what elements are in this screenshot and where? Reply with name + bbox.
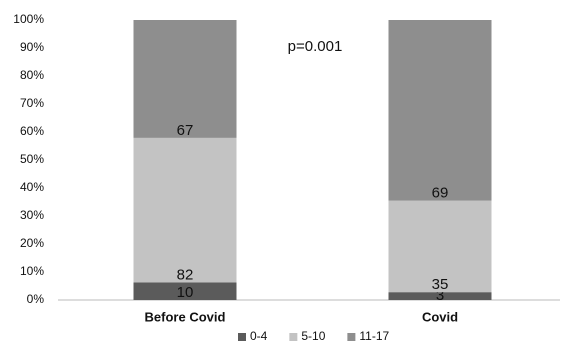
legend-label: 5-10: [301, 329, 325, 343]
annotation: p=0.001: [288, 38, 343, 55]
legend-label: 11-17: [359, 329, 389, 343]
y-tick-label: 30%: [20, 208, 44, 222]
y-tick-label: 60%: [20, 124, 44, 138]
y-tick-label: 10%: [20, 264, 44, 278]
legend-swatch: [347, 333, 356, 341]
y-tick-label: 40%: [20, 180, 44, 194]
bar-segment: [133, 282, 237, 300]
data-label: 10: [177, 284, 194, 301]
y-tick-label: 80%: [20, 68, 44, 82]
legend-swatch: [238, 333, 246, 341]
y-tick-label: 20%: [20, 236, 44, 250]
y-tick-label: 90%: [20, 40, 44, 54]
bar-segment: [388, 20, 492, 201]
data-label: 35: [432, 276, 449, 293]
bar-segment: [388, 200, 492, 293]
y-tick-label: 50%: [20, 152, 44, 166]
bar-segment: [388, 292, 492, 300]
bar-segment: [133, 137, 237, 283]
y-tick-label: 0%: [27, 292, 45, 306]
data-label: 3: [436, 287, 444, 304]
bar-segment: [133, 20, 237, 138]
y-tick-label: 100%: [13, 12, 44, 26]
x-tick-label: Covid: [422, 309, 458, 324]
data-label: 69: [432, 185, 449, 202]
data-label: 82: [177, 266, 194, 283]
legend-swatch: [289, 333, 298, 341]
x-tick-label: Before Covid: [145, 309, 226, 324]
y-tick-label: 70%: [20, 96, 44, 110]
legend-label: 0-4: [250, 329, 268, 343]
data-label: 67: [177, 122, 194, 139]
